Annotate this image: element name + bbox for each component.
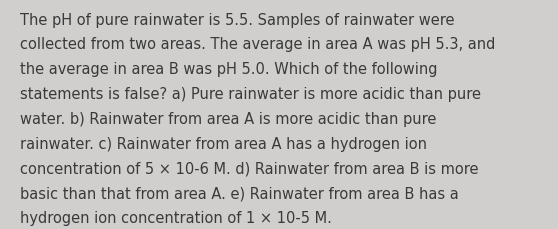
Text: rainwater. c) Rainwater from area A has a hydrogen ion: rainwater. c) Rainwater from area A has … [20, 136, 426, 151]
Text: water. b) Rainwater from area A is more acidic than pure: water. b) Rainwater from area A is more … [20, 112, 436, 126]
Text: hydrogen ion concentration of 1 × 10-5 M.: hydrogen ion concentration of 1 × 10-5 M… [20, 210, 331, 225]
Text: statements is false? a) Pure rainwater is more acidic than pure: statements is false? a) Pure rainwater i… [20, 87, 480, 102]
Text: The pH of pure rainwater is 5.5. Samples of rainwater were: The pH of pure rainwater is 5.5. Samples… [20, 13, 454, 27]
Text: basic than that from area A. e) Rainwater from area B has a: basic than that from area A. e) Rainwate… [20, 186, 458, 201]
Text: the average in area B was pH 5.0. Which of the following: the average in area B was pH 5.0. Which … [20, 62, 437, 77]
Text: concentration of 5 × 10-6 M. d) Rainwater from area B is more: concentration of 5 × 10-6 M. d) Rainwate… [20, 161, 478, 176]
Text: collected from two areas. The average in area A was pH 5.3, and: collected from two areas. The average in… [20, 37, 495, 52]
